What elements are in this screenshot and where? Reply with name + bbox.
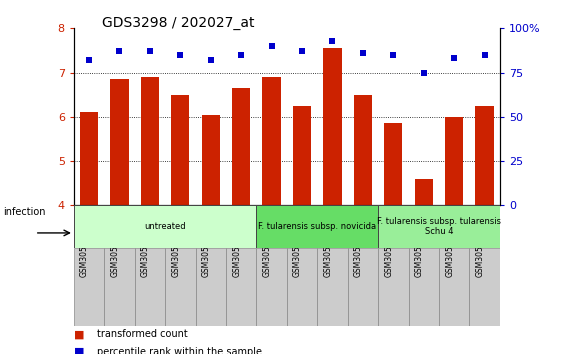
Bar — [74, 205, 256, 248]
Point — [480, 52, 489, 58]
Bar — [354, 95, 372, 205]
Point — [267, 43, 276, 49]
Bar — [256, 205, 378, 248]
Text: GSM305434: GSM305434 — [141, 231, 150, 277]
Bar — [74, 248, 105, 326]
Text: transformed count: transformed count — [97, 329, 187, 339]
Bar — [262, 77, 281, 205]
Text: F. tularensis subsp. novicida: F. tularensis subsp. novicida — [258, 222, 377, 231]
Bar — [135, 248, 165, 326]
Text: ■: ■ — [74, 347, 84, 354]
Bar — [171, 95, 190, 205]
Bar — [80, 113, 98, 205]
Text: GSM305433: GSM305433 — [324, 231, 332, 277]
Bar — [445, 117, 463, 205]
Point — [115, 48, 124, 54]
Bar — [232, 88, 250, 205]
Text: GSM305430: GSM305430 — [80, 231, 89, 277]
Point — [389, 52, 398, 58]
Bar — [323, 48, 341, 205]
Bar — [475, 106, 494, 205]
Text: GSM305431: GSM305431 — [293, 231, 302, 277]
Bar — [105, 248, 135, 326]
Bar — [195, 248, 226, 326]
Text: GSM305436: GSM305436 — [172, 231, 180, 277]
Bar — [287, 248, 318, 326]
Bar — [318, 248, 348, 326]
Text: GDS3298 / 202027_at: GDS3298 / 202027_at — [102, 16, 254, 30]
Bar — [415, 179, 433, 205]
Bar — [226, 248, 256, 326]
Text: GSM305432: GSM305432 — [111, 231, 119, 277]
Point — [145, 48, 154, 54]
Text: percentile rank within the sample: percentile rank within the sample — [97, 347, 261, 354]
Bar — [469, 248, 500, 326]
Text: GSM305438: GSM305438 — [202, 231, 211, 277]
Text: GSM305439: GSM305439 — [415, 231, 424, 277]
Text: ■: ■ — [74, 329, 84, 339]
Text: GSM305441: GSM305441 — [445, 231, 454, 277]
Bar — [110, 79, 128, 205]
Point — [419, 70, 428, 75]
Bar — [384, 124, 403, 205]
Bar — [293, 106, 311, 205]
Text: GSM305440: GSM305440 — [232, 231, 241, 277]
Text: GSM305435: GSM305435 — [354, 231, 363, 277]
Text: F. tularensis subsp. tularensis
Schu 4: F. tularensis subsp. tularensis Schu 4 — [377, 217, 501, 236]
Point — [358, 50, 367, 56]
Text: GSM305442: GSM305442 — [475, 231, 485, 277]
Bar — [256, 248, 287, 326]
Point — [237, 52, 246, 58]
Text: GSM305437: GSM305437 — [385, 231, 393, 277]
Point — [328, 38, 337, 44]
Text: GSM305429: GSM305429 — [262, 231, 272, 277]
Point — [450, 56, 459, 61]
Point — [85, 57, 94, 63]
Point — [176, 52, 185, 58]
Bar — [378, 205, 500, 248]
Text: infection: infection — [3, 207, 45, 217]
Point — [206, 57, 215, 63]
Bar — [141, 77, 159, 205]
Bar — [202, 115, 220, 205]
Bar — [439, 248, 469, 326]
Bar — [408, 248, 439, 326]
Bar — [348, 248, 378, 326]
Bar — [378, 248, 408, 326]
Point — [298, 48, 307, 54]
Bar — [165, 248, 195, 326]
Text: untreated: untreated — [144, 222, 186, 231]
